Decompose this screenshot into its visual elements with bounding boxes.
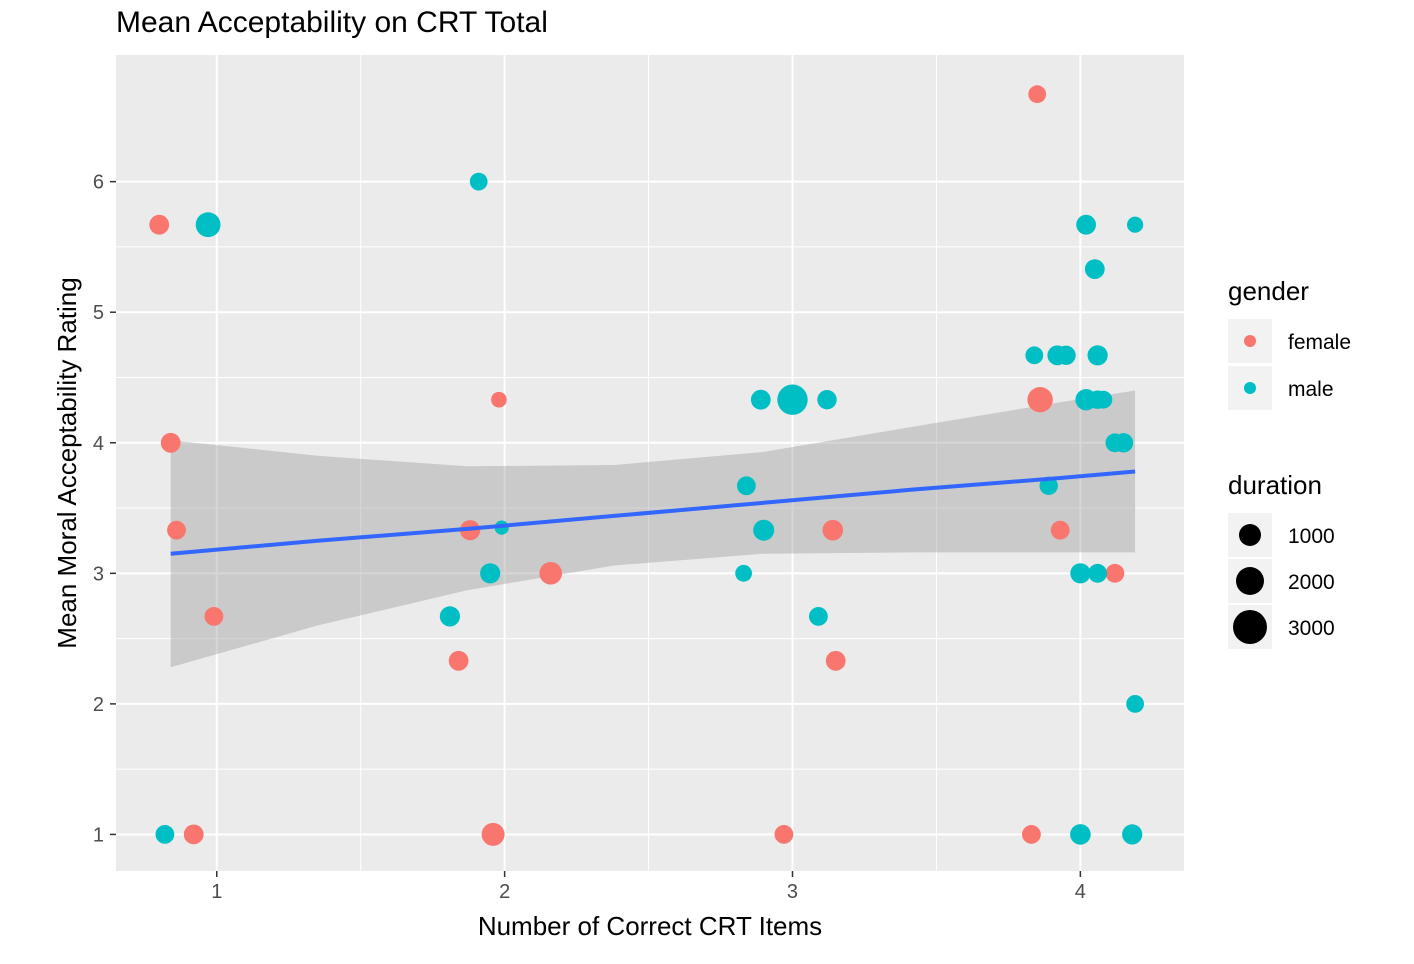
legend-label-3000: 3000: [1288, 617, 1335, 640]
confidence-band: [170, 390, 1136, 668]
point-female: [160, 432, 181, 453]
plot-panel: [116, 55, 1184, 871]
y-tick-label: 4: [93, 433, 104, 455]
legend-dot-female: [1244, 335, 1256, 347]
point-female: [204, 607, 224, 626]
point-female: [1022, 825, 1041, 844]
point-male: [195, 212, 221, 238]
y-tick-label: 6: [93, 172, 104, 194]
point-female: [167, 520, 186, 540]
point-male: [1056, 345, 1076, 365]
legend-label-male: male: [1288, 378, 1334, 401]
x-tick-label: 2: [499, 881, 510, 903]
point-male: [469, 172, 488, 191]
legend-label-1000: 1000: [1288, 525, 1335, 548]
legend-title-gender: gender: [1228, 276, 1309, 306]
legend-dot-male: [1244, 382, 1256, 394]
x-tick-label: 4: [1075, 881, 1086, 903]
point-male: [1084, 259, 1105, 279]
chart-title: Mean Acceptability on CRT Total: [116, 6, 548, 39]
x-tick-label: 1: [211, 881, 222, 903]
point-female: [822, 519, 844, 541]
point-male: [1113, 433, 1134, 453]
legend-label-2000: 2000: [1288, 571, 1335, 594]
point-male: [1127, 216, 1144, 233]
point-female: [1105, 563, 1125, 583]
point-male: [1126, 695, 1144, 713]
legend-size-3000: [1233, 610, 1267, 644]
point-female: [825, 650, 846, 671]
confidence-band-area: [170, 390, 1136, 668]
point-male: [1088, 563, 1107, 583]
point-female: [183, 824, 204, 845]
point-female: [149, 214, 170, 235]
axes: 1 2 3 4 1 2 3 4 5 6: [93, 172, 1086, 903]
point-male: [1070, 563, 1091, 584]
legend: gender female male duration 1000 2000 30…: [1228, 276, 1351, 649]
legend-label-female: female: [1288, 331, 1351, 354]
legend-title-duration: duration: [1228, 470, 1322, 500]
point-male: [737, 476, 756, 496]
data-points: [149, 85, 1144, 846]
point-male: [817, 390, 837, 410]
regression-line: [170, 469, 1136, 556]
point-male: [480, 563, 501, 584]
point-male: [1025, 346, 1044, 365]
point-male: [155, 825, 175, 844]
gridlines: [116, 55, 1184, 871]
point-male: [809, 607, 828, 626]
point-female: [774, 825, 794, 844]
point-male: [439, 606, 460, 627]
point-female: [1027, 387, 1053, 413]
point-male: [1122, 824, 1143, 845]
trend-line: [170, 469, 1136, 556]
point-female: [491, 391, 507, 408]
legend-size-2000: [1236, 567, 1264, 595]
y-tick-label: 3: [93, 563, 104, 585]
point-male: [1070, 824, 1091, 845]
point-male: [1076, 214, 1096, 235]
y-tick-label: 2: [93, 694, 104, 716]
point-male: [753, 519, 775, 541]
point-female: [448, 650, 469, 671]
y-axis-label: Mean Moral Acceptability Rating: [52, 277, 82, 648]
point-male: [750, 389, 771, 410]
point-female: [1028, 85, 1047, 104]
point-male: [735, 564, 752, 582]
point-female: [539, 562, 562, 585]
point-male: [1094, 390, 1113, 409]
y-tick-label: 5: [93, 302, 104, 324]
point-male: [1087, 345, 1108, 366]
point-female: [481, 822, 505, 846]
x-tick-label: 3: [787, 881, 798, 903]
point-female: [1050, 520, 1070, 540]
x-axis-label: Number of Correct CRT Items: [478, 911, 822, 941]
point-male: [777, 384, 808, 415]
legend-size-1000: [1239, 524, 1261, 546]
y-tick-label: 1: [93, 824, 104, 846]
